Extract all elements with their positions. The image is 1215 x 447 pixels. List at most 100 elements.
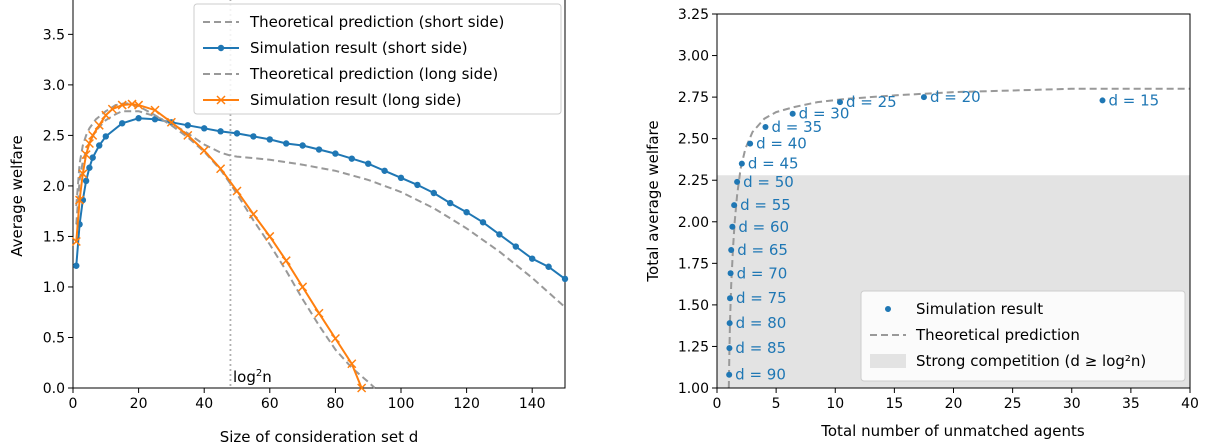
- chart-left: 0 20 40 60 80 100 120 140 0.0 0.5 1.0 1.5 2.0 2.5 3.0…: [8, 0, 569, 446]
- left-ytick-label-0: 0.0: [43, 381, 65, 397]
- vline-label: log2n: [233, 368, 272, 386]
- series-3-point-25: [357, 383, 367, 393]
- right-ytick-label-6: 2.50: [678, 132, 709, 148]
- series-3-point-17: [232, 186, 242, 196]
- right-xtick-label-6: 30: [1063, 396, 1081, 412]
- left-legend-label-2: Theoretical prediction (long side): [249, 65, 498, 83]
- scatter-point-6: [738, 160, 745, 167]
- series-1-point-29: [463, 208, 470, 216]
- scatter-point-8: [731, 202, 738, 209]
- svg-text:log2n: log2n: [233, 368, 272, 386]
- scatter-point-0: [1099, 97, 1106, 104]
- point-label-2: d = 25: [846, 93, 897, 111]
- scatter-point-11: [727, 270, 734, 277]
- right-legend-label-1: Theoretical prediction: [915, 326, 1080, 344]
- series-1-point-0: [73, 262, 80, 269]
- series-1-point-22: [348, 155, 355, 162]
- point-label-6: d = 45: [748, 155, 799, 173]
- right-ytick-label-0: 1.00: [678, 381, 709, 397]
- series-1-point-34: [545, 263, 552, 270]
- right-legend-label-0: Simulation result: [916, 300, 1043, 318]
- left-legend-item-2: Theoretical prediction (long side): [203, 65, 498, 83]
- right-ytick-label-8: 3.00: [678, 49, 709, 65]
- series-3-point-18: [248, 209, 258, 219]
- series-3-point-13: [166, 117, 176, 127]
- left-legend-item-0: Theoretical prediction (short side): [203, 13, 504, 31]
- vline-label-sup: 2: [256, 368, 262, 379]
- series-1-point-28: [447, 199, 454, 207]
- series-1-point-12: [184, 122, 191, 129]
- series-3-point-5: [88, 130, 98, 140]
- right-xtick-label-7: 35: [1122, 396, 1140, 412]
- scatter-point-5: [747, 140, 754, 147]
- right-xtick-label-3: 15: [885, 396, 903, 412]
- right-xtick-label-4: 20: [945, 396, 963, 412]
- right-legend-item-2: Strong competition (d ≥ log²n): [870, 352, 1146, 370]
- right-legend: Simulation result Theoretical prediction S…: [860, 290, 1186, 382]
- scatter-point-12: [727, 295, 734, 302]
- left-ytick-label-4: 2.0: [43, 179, 65, 195]
- left-legend-item-1: Simulation result (short side): [203, 39, 468, 57]
- left-marks: [71, 0, 569, 393]
- left-ytick-label-2: 1.0: [43, 280, 65, 296]
- right-y-axis-label: Total average welfare: [644, 120, 662, 282]
- series-3-point-9: [117, 100, 127, 110]
- scatter-point-10: [728, 247, 735, 254]
- scatter-point-3: [789, 110, 796, 117]
- series-3-point-19: [265, 231, 275, 241]
- series-3-point-0: [71, 236, 81, 247]
- series-3-point-2: [78, 169, 88, 179]
- series-1-point-8: [119, 120, 126, 127]
- scatter-point-13: [726, 320, 733, 327]
- series-1-point-4: [86, 164, 93, 171]
- series-1-point-21: [332, 150, 339, 157]
- left-y-axis-label: Average welfare: [8, 135, 26, 257]
- series-1-point-13: [201, 125, 208, 132]
- right-ytick-label-1: 1.25: [678, 339, 709, 355]
- right-xtick-label-5: 25: [1004, 396, 1022, 412]
- chart-right: d = 15 d = 20 d = 25d = 30d = 35d = 40 d = …: [644, 7, 1199, 440]
- point-label-11: d = 70: [737, 264, 788, 282]
- series-3-point-16: [216, 164, 226, 174]
- series-1-point-24: [381, 167, 388, 174]
- series-1-point-33: [529, 255, 536, 262]
- left-xtick-label-5: 100: [388, 396, 415, 412]
- right-ytick-label-3: 1.75: [678, 256, 709, 272]
- series-1-point-35: [561, 275, 569, 283]
- left-legend-item-3: Simulation result (long side): [203, 91, 461, 109]
- series-3-point-11: [134, 100, 144, 110]
- series-3-point-20: [281, 256, 291, 266]
- point-label-13: d = 80: [736, 314, 787, 332]
- point-label-4: d = 35: [771, 118, 822, 136]
- left-xtick-label-1: 20: [130, 396, 148, 412]
- series-1-point-14: [217, 128, 224, 135]
- series-3-point-15: [199, 146, 209, 156]
- right-xtick-label-1: 5: [772, 396, 781, 412]
- series-1-point-5: [89, 154, 96, 161]
- scatter-point-1: [920, 94, 927, 101]
- left-ytick-label-1: 0.5: [43, 330, 65, 346]
- point-label-8: d = 55: [740, 196, 791, 214]
- point-label-12: d = 75: [736, 289, 787, 307]
- series-1-point-19: [299, 142, 306, 149]
- scatter-point-14: [726, 345, 733, 352]
- right-xtick-label-0: 0: [713, 396, 722, 412]
- left-x-axis-label: Size of consideration set d: [220, 428, 419, 446]
- point-label-3: d = 30: [799, 105, 850, 123]
- right-ytick-label-4: 2.00: [678, 215, 709, 231]
- scatter-point-9: [729, 223, 736, 230]
- series-1-point-27: [430, 189, 437, 197]
- right-xtick-label-2: 10: [826, 396, 844, 412]
- left-xtick-label-2: 40: [195, 396, 213, 412]
- series-1-point-10: [151, 116, 159, 123]
- series-1-point-32: [512, 243, 519, 250]
- scatter-point-4: [762, 124, 769, 131]
- series-1-point-9: [135, 115, 142, 122]
- left-xtick-label-7: 140: [519, 396, 546, 412]
- series-1-point-16: [250, 133, 257, 140]
- point-label-14: d = 85: [735, 339, 786, 357]
- right-ytick-label-5: 2.25: [678, 173, 709, 189]
- series-3-point-3: [81, 150, 91, 160]
- left-legend-label-1: Simulation result (short side): [250, 39, 468, 57]
